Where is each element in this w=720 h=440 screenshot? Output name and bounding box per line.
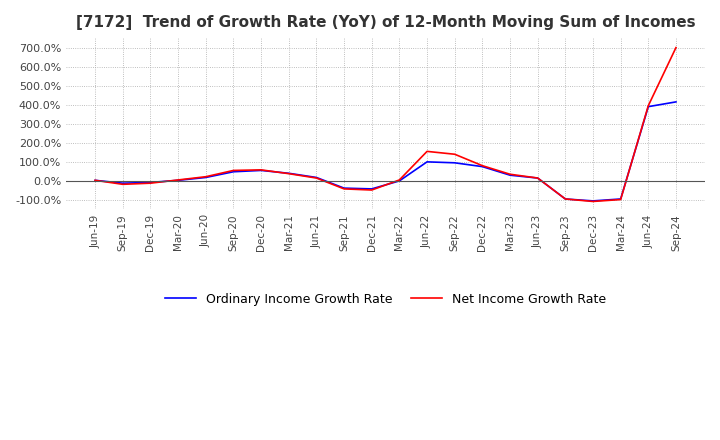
Net Income Growth Rate: [672, 45, 680, 50]
Net Income Growth Rate: [451, 152, 459, 157]
Ordinary Income Growth Rate: [644, 104, 652, 109]
Ordinary Income Growth Rate: [312, 175, 320, 180]
Net Income Growth Rate: [174, 177, 182, 183]
Net Income Growth Rate: [478, 163, 487, 169]
Ordinary Income Growth Rate: [367, 186, 376, 191]
Ordinary Income Growth Rate: [561, 196, 570, 202]
Net Income Growth Rate: [644, 103, 652, 108]
Net Income Growth Rate: [312, 176, 320, 181]
Ordinary Income Growth Rate: [202, 175, 210, 180]
Net Income Growth Rate: [146, 180, 155, 186]
Net Income Growth Rate: [395, 177, 404, 183]
Ordinary Income Growth Rate: [534, 176, 542, 181]
Ordinary Income Growth Rate: [284, 171, 293, 176]
Ordinary Income Growth Rate: [672, 99, 680, 105]
Net Income Growth Rate: [534, 176, 542, 181]
Net Income Growth Rate: [589, 199, 598, 204]
Net Income Growth Rate: [257, 167, 266, 172]
Ordinary Income Growth Rate: [616, 196, 625, 202]
Net Income Growth Rate: [202, 174, 210, 180]
Net Income Growth Rate: [367, 187, 376, 193]
Net Income Growth Rate: [284, 171, 293, 176]
Ordinary Income Growth Rate: [451, 160, 459, 165]
Net Income Growth Rate: [229, 168, 238, 173]
Ordinary Income Growth Rate: [174, 178, 182, 183]
Line: Ordinary Income Growth Rate: Ordinary Income Growth Rate: [95, 102, 676, 201]
Ordinary Income Growth Rate: [340, 186, 348, 191]
Ordinary Income Growth Rate: [589, 198, 598, 204]
Ordinary Income Growth Rate: [146, 180, 155, 185]
Net Income Growth Rate: [616, 197, 625, 202]
Ordinary Income Growth Rate: [257, 168, 266, 173]
Ordinary Income Growth Rate: [229, 169, 238, 174]
Ordinary Income Growth Rate: [395, 178, 404, 183]
Title: [7172]  Trend of Growth Rate (YoY) of 12-Month Moving Sum of Incomes: [7172] Trend of Growth Rate (YoY) of 12-…: [76, 15, 696, 30]
Net Income Growth Rate: [340, 186, 348, 191]
Net Income Growth Rate: [119, 182, 127, 187]
Net Income Growth Rate: [423, 149, 431, 154]
Net Income Growth Rate: [561, 196, 570, 202]
Line: Net Income Growth Rate: Net Income Growth Rate: [95, 48, 676, 202]
Ordinary Income Growth Rate: [91, 178, 99, 183]
Net Income Growth Rate: [505, 172, 514, 177]
Ordinary Income Growth Rate: [505, 172, 514, 178]
Legend: Ordinary Income Growth Rate, Net Income Growth Rate: Ordinary Income Growth Rate, Net Income …: [160, 288, 611, 311]
Ordinary Income Growth Rate: [478, 164, 487, 169]
Ordinary Income Growth Rate: [119, 180, 127, 186]
Ordinary Income Growth Rate: [423, 159, 431, 165]
Net Income Growth Rate: [91, 178, 99, 183]
